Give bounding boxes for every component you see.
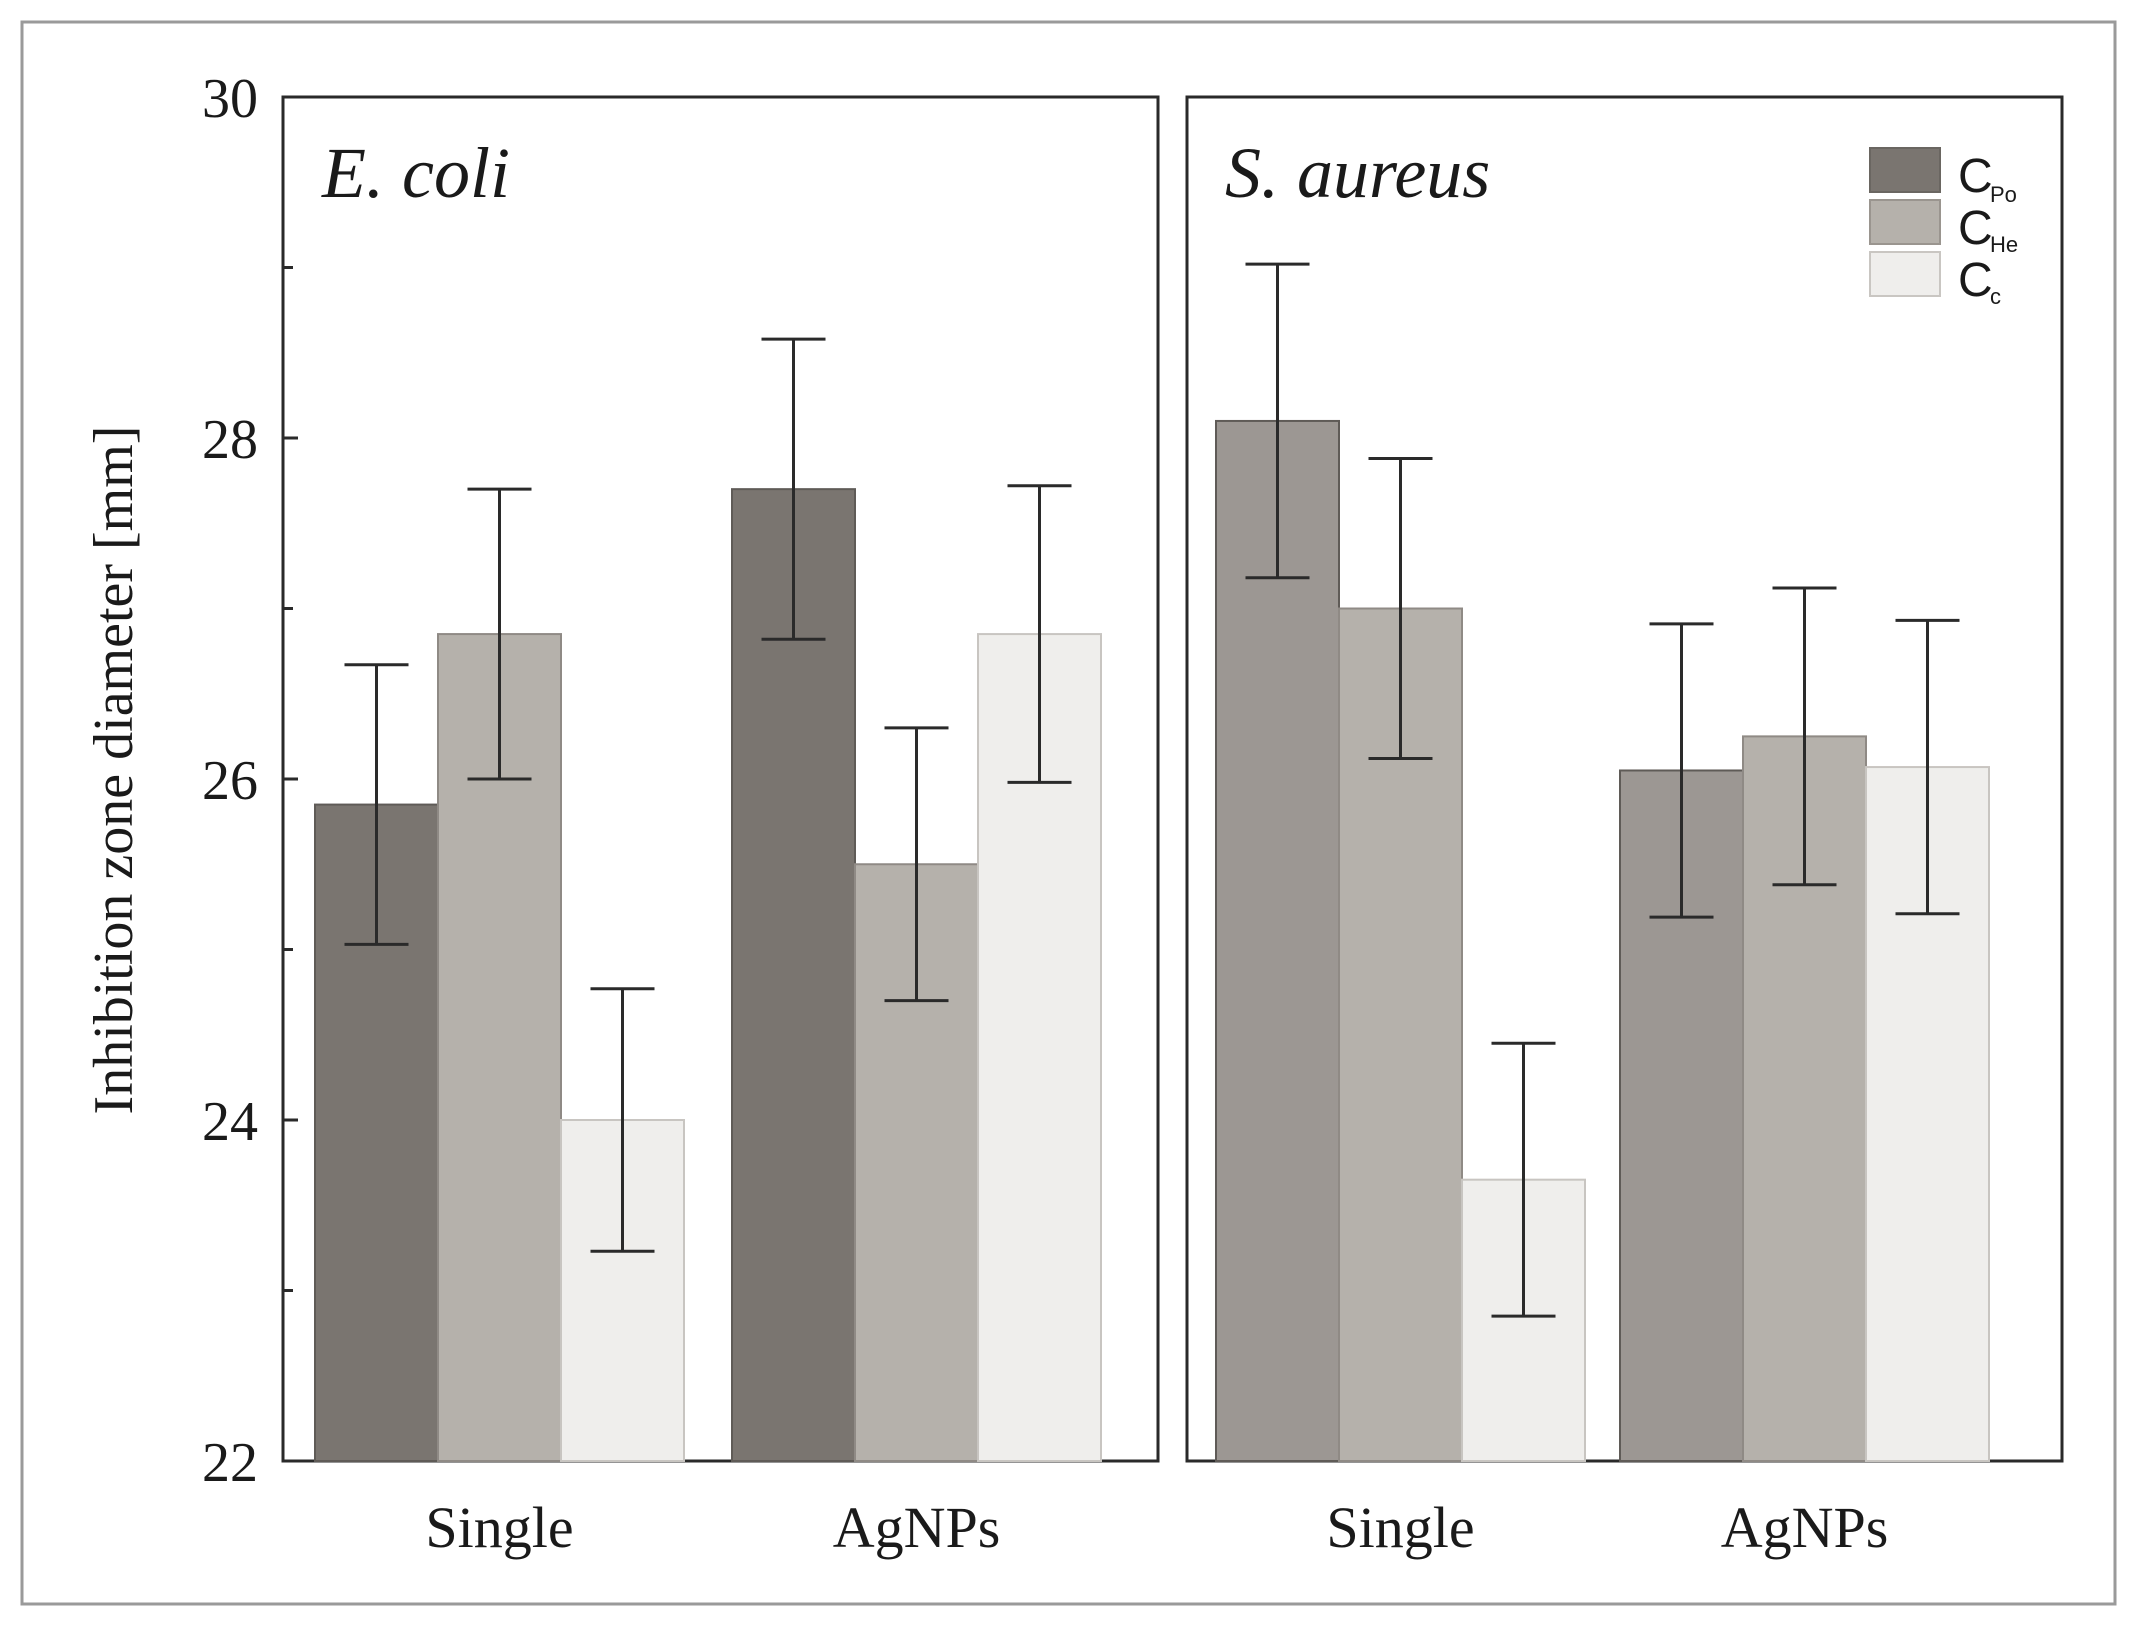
x-tick-label-1-0: Single: [1326, 1495, 1474, 1560]
panel-title-1: S. aureus: [1225, 133, 1490, 213]
legend-label-cc-sub: c: [1990, 284, 2001, 309]
axes-layer: [283, 95, 298, 1463]
legend-label-che-sub: He: [1990, 232, 2018, 257]
bar-0-1-0: [731, 488, 856, 1462]
error-bars-layer: [344, 262, 1960, 1318]
legend-swatch-cpo: [1869, 147, 1941, 193]
x-tick-label-0-0: Single: [425, 1495, 573, 1560]
y-axis-label: Inhibition zone diameter [mm]: [83, 426, 145, 1115]
legend-swatch-cc: [1869, 251, 1941, 297]
legend-label-cpo-base: C: [1958, 150, 1993, 203]
bar-0-0-2: [560, 1119, 685, 1462]
x-tick-label-1-1: AgNPs: [1721, 1495, 1889, 1560]
figure-frame: [20, 20, 2117, 1606]
text-layer: E. coli Single AgNPs S. aureus Single AgNPs 22…: [202, 68, 1888, 1560]
panel-title-0: E. coli: [321, 133, 510, 213]
y-tick-label-1: 24: [202, 1091, 258, 1153]
legend: C Po C He C c: [1869, 147, 2018, 309]
y-tick-label-0: 22: [202, 1432, 258, 1494]
y-tick-label-3: 28: [202, 409, 258, 471]
y-tick-label-4: 30: [202, 68, 258, 130]
legend-label-cpo-sub: Po: [1990, 182, 2017, 207]
x-tick-label-0-1: AgNPs: [833, 1495, 1001, 1560]
legend-label-che-base: C: [1958, 202, 1993, 255]
legend-swatch-che: [1869, 199, 1941, 245]
y-tick-label-2: 26: [202, 750, 258, 812]
legend-label-cc-base: C: [1958, 254, 1993, 307]
bar-1-0-0: [1215, 419, 1340, 1463]
